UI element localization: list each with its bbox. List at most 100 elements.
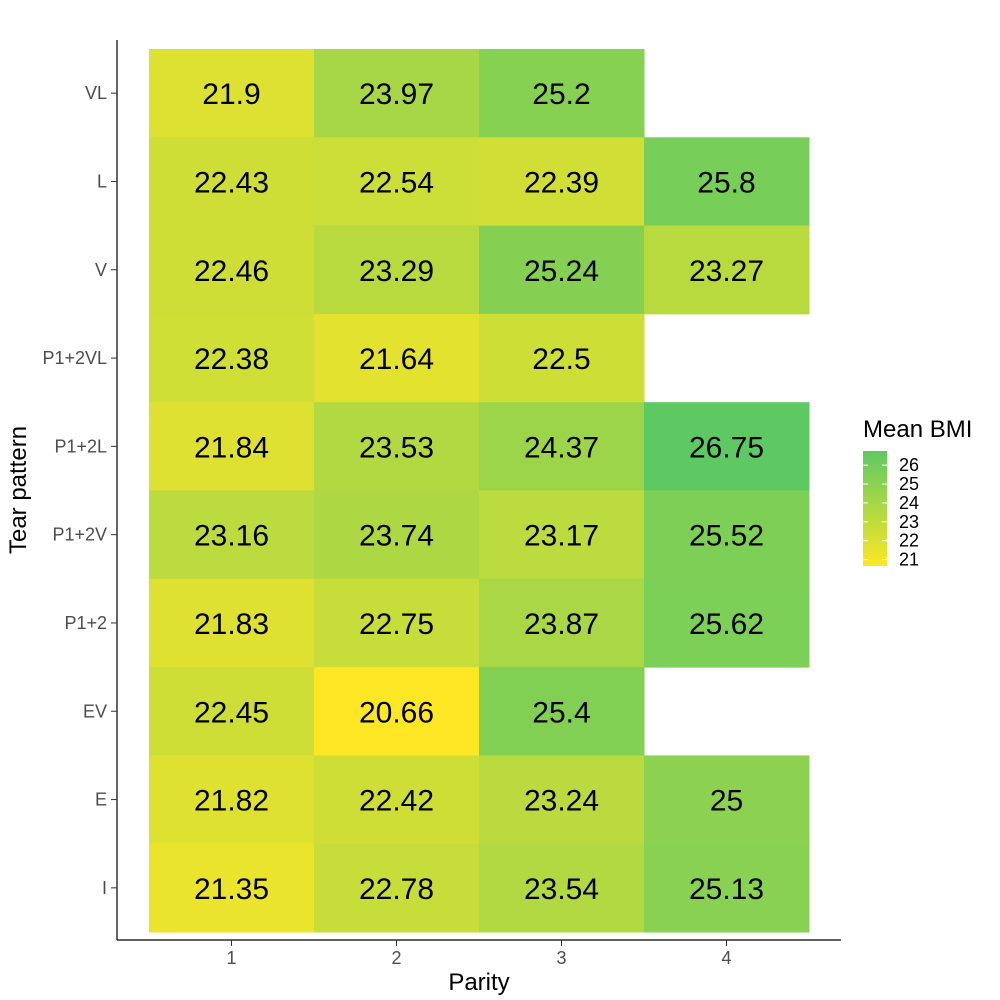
cell-value-label: 23.24: [524, 785, 599, 818]
cell-value-label: 22.42: [359, 785, 434, 818]
heatmap-cell: [149, 49, 315, 138]
cell-value-label: 21.64: [359, 343, 434, 376]
y-tick-label: I: [102, 878, 107, 898]
heatmap-cell: [149, 755, 315, 845]
cell-value-label: 21.84: [194, 431, 269, 464]
cell-value-label: 23.54: [524, 873, 599, 906]
cell-value-label: 22.43: [194, 166, 269, 199]
heatmap-cell: [644, 137, 810, 227]
cell-value-label: 22.54: [359, 166, 434, 199]
cell-value-label: 25.4: [532, 696, 590, 729]
heatmap-cell: [479, 490, 645, 580]
cell-value-label: 24.37: [524, 431, 599, 464]
cell-value-label: 22.45: [194, 696, 269, 729]
cell-value-label: 20.66: [359, 696, 434, 729]
cell-value-label: 25: [710, 785, 743, 818]
y-tick-label: P1+2VL: [42, 348, 107, 368]
heatmap-cell: [314, 49, 480, 138]
cell-value-label: 26.75: [689, 431, 764, 464]
y-tick-label: P1+2L: [54, 436, 107, 456]
legend-tick-label: 26: [899, 455, 919, 475]
heatmap-cell: [479, 667, 645, 756]
heatmap-cell: [149, 578, 315, 668]
legend-tick-label: 24: [899, 493, 919, 513]
heatmap-cell: [314, 755, 480, 845]
cell-value-label: 23.53: [359, 431, 434, 464]
y-tick-label: VL: [85, 83, 107, 103]
heatmap-cell: [149, 313, 315, 403]
heatmap-cell: [314, 402, 480, 491]
y-tick-label: P1+2V: [52, 525, 107, 545]
legend-tick-label: 25: [899, 474, 919, 494]
heatmap-cell: [149, 490, 315, 580]
x-tick-label: 4: [721, 948, 731, 968]
cell-value-label: 23.17: [524, 520, 599, 553]
heatmap-cell: [644, 843, 810, 933]
y-tick-label: V: [95, 260, 107, 280]
cell-value-label: 21.9: [202, 78, 260, 111]
legend-color-bar: [863, 451, 887, 566]
heatmap-cell: [314, 137, 480, 227]
x-tick-label: 3: [556, 948, 566, 968]
legend-tick-label: 23: [899, 512, 919, 532]
heatmap-cell: [644, 490, 810, 580]
cell-value-label: 22.39: [524, 166, 599, 199]
heatmap-cell: [149, 843, 315, 933]
heatmap-cell: [479, 578, 645, 668]
heatmap-cell: [479, 137, 645, 227]
x-tick-label: 1: [226, 948, 236, 968]
heatmap-cell: [314, 843, 480, 933]
legend-tick-label: 21: [899, 550, 919, 570]
heatmap-cell: [149, 137, 315, 227]
cell-value-label: 22.75: [359, 608, 434, 641]
x-axis-ticks: 1 2 3 4: [226, 940, 732, 968]
y-tick-label: EV: [83, 701, 107, 721]
y-tick-label: L: [97, 171, 107, 191]
cell-value-label: 25.62: [689, 608, 764, 641]
heatmap-cell: [149, 225, 315, 315]
heatmap-cell: [644, 578, 810, 668]
heatmap-cell: [479, 225, 645, 315]
y-tick-label: E: [95, 790, 107, 810]
heatmap-cell: [644, 225, 810, 315]
cell-value-label: 23.97: [359, 78, 434, 111]
cell-value-label: 25.8: [697, 166, 755, 199]
heatmap-cells: [149, 49, 810, 933]
heatmap-cell: [314, 490, 480, 580]
cell-value-label: 25.13: [689, 873, 764, 906]
heatmap-cell: [479, 755, 645, 845]
legend-title: Mean BMI: [863, 416, 972, 443]
heatmap-cell: [314, 313, 480, 403]
heatmap-cell: [644, 402, 810, 491]
cell-value-label: 25.2: [532, 78, 590, 111]
heatmap-cell: [314, 225, 480, 315]
cell-value-label: 23.74: [359, 520, 434, 553]
heatmap-cell: [479, 313, 645, 403]
x-axis-title: Parity: [448, 969, 509, 996]
cell-value-labels: 21.9 23.97 25.2 22.43 22.54 22.39 25.8 22.46 23.…: [194, 78, 764, 906]
cell-value-label: 21.35: [194, 873, 269, 906]
cell-value-label: 23.27: [689, 255, 764, 288]
heatmap-cell: [479, 49, 645, 138]
cell-value-label: 25.24: [524, 255, 599, 288]
heatmap-cell: [314, 578, 480, 668]
legend-tick-label: 22: [899, 531, 919, 551]
x-tick-label: 2: [391, 948, 401, 968]
y-axis-title: Tear pattern: [5, 426, 32, 554]
cell-value-label: 22.78: [359, 873, 434, 906]
cell-value-label: 23.16: [194, 520, 269, 553]
cell-value-label: 25.52: [689, 520, 764, 553]
heatmap-cell: [314, 667, 480, 756]
cell-value-label: 23.87: [524, 608, 599, 641]
heatmap-cell: [479, 843, 645, 933]
heatmap-cell: [149, 667, 315, 756]
cell-value-label: 21.83: [194, 608, 269, 641]
heatmap-cell: [479, 402, 645, 491]
heatmap-cell: [644, 755, 810, 845]
cell-value-label: 22.46: [194, 255, 269, 288]
cell-value-label: 21.82: [194, 785, 269, 818]
